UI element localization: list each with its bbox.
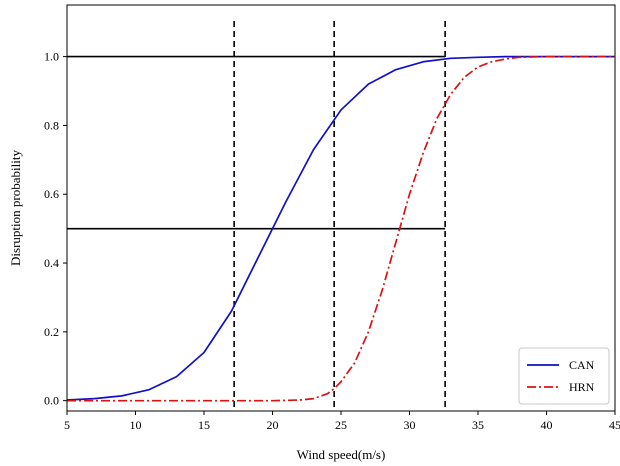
legend-label-can: CAN: [569, 358, 595, 372]
y-tick-label: 0.6: [44, 187, 59, 201]
x-tick-label: 10: [130, 418, 142, 432]
y-tick-label: 1.0: [44, 50, 59, 64]
y-tick-label: 0.2: [44, 325, 59, 339]
x-tick-label: 15: [198, 418, 210, 432]
y-tick-label: 0.4: [44, 256, 59, 270]
x-tick-label: 30: [404, 418, 416, 432]
x-tick-label: 5: [64, 418, 70, 432]
x-tick-label: 35: [472, 418, 484, 432]
x-tick-label: 20: [267, 418, 279, 432]
legend: CAN HRN: [518, 347, 610, 405]
y-axis-label: Disruption probability: [8, 150, 23, 266]
y-tick-label: 0.8: [44, 118, 59, 132]
legend-box: [518, 347, 610, 405]
x-tick-label: 25: [335, 418, 347, 432]
x-axis-label: Wind speed(m/s): [297, 447, 386, 462]
x-tick-label: 45: [609, 418, 620, 432]
legend-label-hrn: HRN: [569, 380, 595, 394]
y-tick-label: 0.0: [44, 394, 59, 408]
x-tick-label: 40: [541, 418, 553, 432]
series-line-hrn: [67, 55, 615, 402]
series-line-can: [66, 55, 615, 401]
